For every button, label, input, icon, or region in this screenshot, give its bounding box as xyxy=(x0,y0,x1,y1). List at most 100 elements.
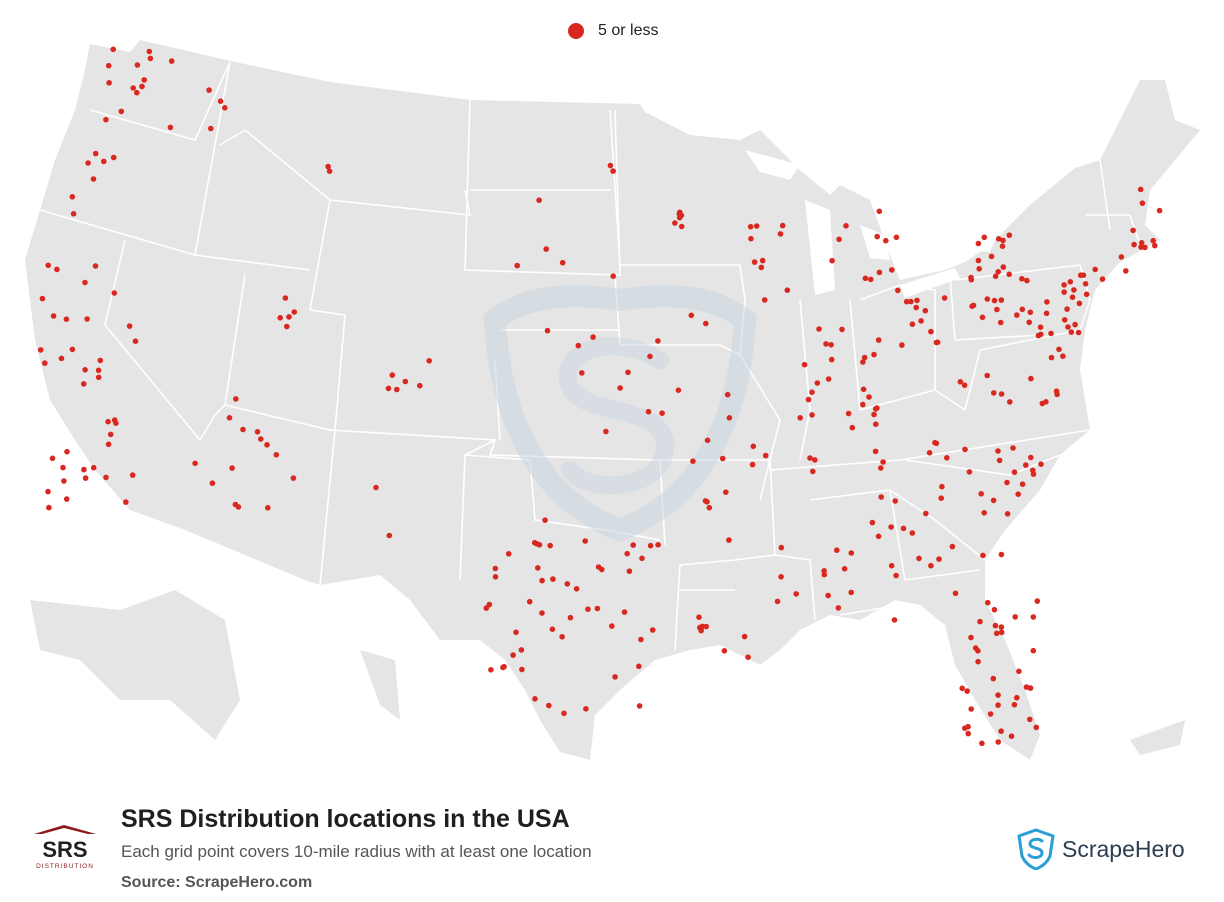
location-marker-ca-19 xyxy=(111,417,118,423)
location-marker-wi-9 xyxy=(759,257,766,264)
location-marker-nj-2 xyxy=(1061,317,1068,323)
map-subtitle: Each grid point covers 10-mile radius wi… xyxy=(121,842,592,861)
location-marker-il-8 xyxy=(828,342,834,348)
location-marker-pa-19 xyxy=(997,319,1004,326)
location-marker-oh-1 xyxy=(922,307,929,314)
location-marker-tx-26 xyxy=(639,555,645,562)
location-marker-tn-7 xyxy=(810,468,816,475)
location-marker-ut-4 xyxy=(291,309,298,315)
location-marker-ut-3 xyxy=(284,323,290,330)
location-marker-fl-18 xyxy=(995,692,1001,698)
location-marker-tx-42 xyxy=(535,565,541,571)
location-marker-tx-41 xyxy=(526,598,533,605)
location-marker-nc-5 xyxy=(1004,479,1010,486)
location-marker-ut-2 xyxy=(286,314,292,320)
location-marker-az-10 xyxy=(290,475,297,481)
location-marker-mo-4 xyxy=(749,461,756,468)
location-marker-ga-3 xyxy=(909,530,916,536)
location-marker-pa-9 xyxy=(1019,276,1025,282)
location-marker-fl-19 xyxy=(998,624,1005,630)
location-marker-il-2 xyxy=(825,376,832,382)
location-marker-tx-31 xyxy=(573,586,580,592)
location-marker-sc-6 xyxy=(998,551,1005,558)
location-marker-tx-38 xyxy=(492,574,499,580)
location-marker-ok-1 xyxy=(647,542,654,549)
location-marker-ia-2 xyxy=(688,312,695,319)
location-marker-ma-6 xyxy=(1130,227,1136,234)
location-marker-fl-1 xyxy=(992,622,999,629)
location-marker-in-1 xyxy=(861,354,868,361)
location-marker-in-8 xyxy=(866,394,872,400)
location-marker-ia-4 xyxy=(655,338,661,344)
location-marker-fl-26 xyxy=(1016,668,1022,675)
location-marker-ca-37 xyxy=(45,262,51,269)
location-marker-or-6 xyxy=(69,194,76,200)
location-marker-ne-2 xyxy=(544,327,551,334)
location-marker-nc-14 xyxy=(1038,461,1044,468)
location-marker-mn-6 xyxy=(677,209,683,216)
location-marker-wa-6 xyxy=(118,108,125,115)
location-marker-ma-2 xyxy=(1138,240,1145,246)
location-marker-ny-7 xyxy=(975,240,982,247)
location-marker-ia-1 xyxy=(647,353,653,360)
location-marker-il-1 xyxy=(805,396,812,403)
location-marker-id-3 xyxy=(206,87,212,93)
location-marker-ar-4 xyxy=(706,504,713,511)
location-marker-fl-15 xyxy=(1034,598,1041,604)
location-marker-tx-40 xyxy=(583,706,589,712)
location-marker-ga-4 xyxy=(952,590,959,597)
location-marker-co-2 xyxy=(426,358,433,364)
location-marker-nv-3 xyxy=(209,480,216,487)
location-marker-ca-12 xyxy=(81,466,87,473)
location-marker-fl-36 xyxy=(985,599,991,606)
location-marker-oh-3 xyxy=(934,339,941,346)
location-marker-ma-1 xyxy=(1131,241,1137,248)
location-marker-nc-3 xyxy=(962,446,968,453)
location-marker-ca-31 xyxy=(126,323,133,329)
location-marker-tx-8 xyxy=(599,566,605,573)
location-marker-pa-15 xyxy=(1026,319,1032,326)
location-marker-mi-6 xyxy=(836,236,842,243)
svg-text:DISTRIBUTION: DISTRIBUTION xyxy=(36,863,94,870)
location-marker-in-4 xyxy=(860,359,866,365)
location-marker-nc-11 xyxy=(1028,454,1034,461)
location-marker-ok-7 xyxy=(582,538,588,544)
location-marker-ca-6 xyxy=(50,313,57,319)
location-marker-wa-8 xyxy=(134,62,141,68)
location-marker-md-1 xyxy=(1060,353,1066,360)
location-marker-fl-9 xyxy=(1030,647,1037,654)
location-marker-mo-6 xyxy=(719,455,726,462)
location-marker-wa-12 xyxy=(167,124,174,131)
map-source: Source: ScrapeHero.com xyxy=(121,874,313,891)
location-marker-tn-8 xyxy=(878,465,884,471)
location-marker-wi-2 xyxy=(784,287,791,294)
location-marker-tx-16 xyxy=(585,606,591,612)
location-marker-wi-5 xyxy=(761,297,768,303)
location-marker-ut-1 xyxy=(277,315,284,321)
location-marker-fl-8 xyxy=(1011,701,1018,708)
location-marker-al-6 xyxy=(848,589,854,596)
location-marker-ks-6 xyxy=(603,428,609,435)
location-marker-ma-5 xyxy=(1150,237,1156,244)
location-marker-az-3 xyxy=(240,426,246,433)
location-marker-in-7 xyxy=(860,386,867,393)
location-marker-tx-25 xyxy=(559,634,565,640)
location-marker-ks-3 xyxy=(617,385,623,391)
location-marker-wi-7 xyxy=(758,264,765,271)
location-marker-fl-21 xyxy=(964,688,970,694)
location-marker-oh-6 xyxy=(941,295,948,301)
location-marker-pa-1 xyxy=(992,273,999,280)
scrapehero-logo-text: ScrapeHero xyxy=(1062,835,1185,862)
location-marker-ok-3 xyxy=(531,539,538,546)
watermark-shield xyxy=(483,285,757,542)
location-marker-ca-36 xyxy=(54,266,60,273)
location-marker-ca-13 xyxy=(82,367,88,373)
location-marker-pa-5 xyxy=(991,297,998,304)
location-marker-az-6 xyxy=(265,505,271,511)
location-marker-fl-25 xyxy=(1012,614,1018,620)
location-marker-sd-2 xyxy=(559,259,566,266)
location-marker-ca-9 xyxy=(105,418,111,425)
location-marker-oh-5 xyxy=(899,342,905,348)
location-marker-mi-7 xyxy=(862,275,869,282)
location-marker-md-5 xyxy=(1048,330,1054,337)
